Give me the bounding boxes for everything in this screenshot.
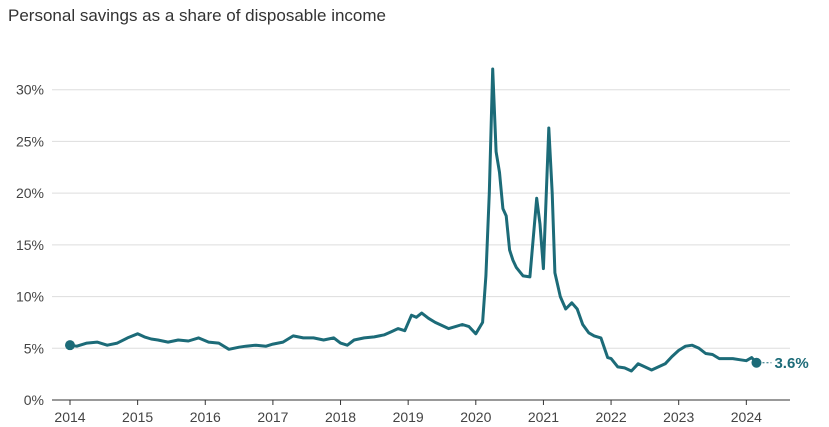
x-tick-label: 2024 (731, 409, 762, 425)
start-point-marker (65, 340, 75, 351)
gridlines (52, 89, 790, 349)
x-tick-label: 2015 (122, 409, 153, 425)
end-value-label: 3.6% (774, 355, 808, 372)
x-tick-label: 2021 (528, 409, 559, 425)
chart-title: Personal savings as a share of disposabl… (8, 6, 386, 25)
end-point-marker (751, 357, 762, 368)
y-tick-label: 30% (16, 82, 44, 98)
x-tick-label: 2014 (54, 409, 85, 425)
y-tick-label: 15% (16, 237, 44, 253)
y-tick-label: 25% (16, 133, 44, 149)
x-tick-label: 2018 (325, 409, 356, 425)
y-tick-label: 5% (24, 340, 44, 356)
x-axis-ticks: 2014 2015 2016 2017 2018 2019 2020 2021 2022 2023… (54, 400, 762, 425)
y-axis-ticks: 0% 5% 10% 15% 20% 25% 30% (16, 82, 44, 408)
x-tick-label: 2020 (460, 409, 491, 425)
y-tick-label: 10% (16, 289, 44, 305)
y-tick-label: 20% (16, 185, 44, 201)
x-tick-label: 2016 (190, 409, 221, 425)
x-tick-label: 2019 (393, 409, 424, 425)
x-tick-label: 2017 (257, 409, 288, 425)
x-tick-label: 2022 (595, 409, 626, 425)
savings-rate-line (68, 67, 758, 373)
y-tick-label: 0% (24, 392, 44, 408)
x-tick-label: 2023 (663, 409, 694, 425)
